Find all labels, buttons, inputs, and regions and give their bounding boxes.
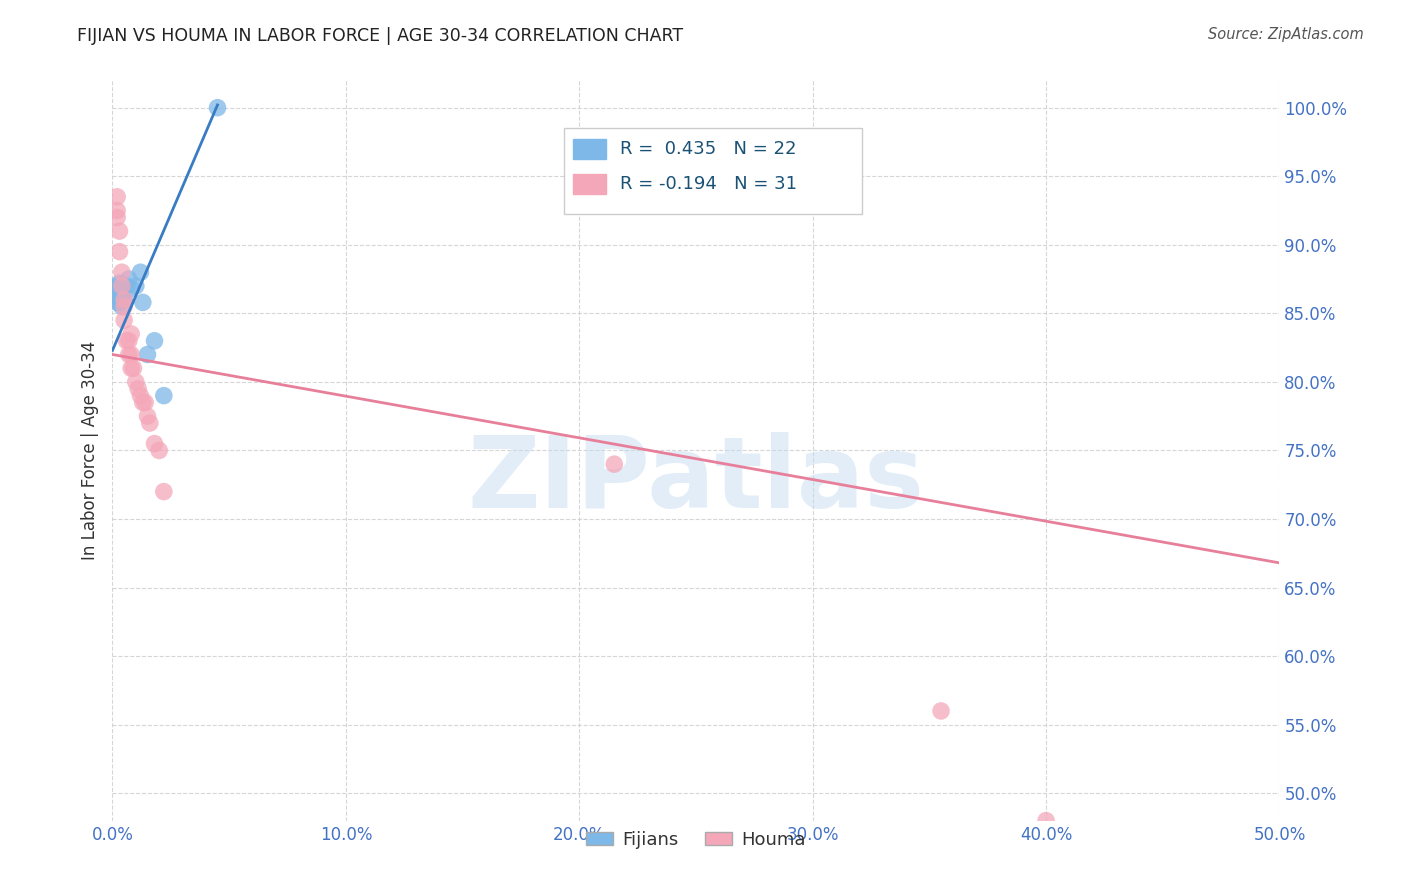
Point [153, 484, 176, 499]
Text: R =  0.435   N = 22: R = 0.435 N = 22 [620, 140, 797, 158]
Point [105, 295, 128, 310]
Point [111, 290, 134, 304]
Point [129, 265, 152, 279]
Point [120, 361, 142, 376]
Point [112, 293, 135, 307]
Point [112, 300, 135, 314]
Point [1035, 814, 1057, 828]
Point [122, 361, 145, 376]
Point [143, 436, 166, 450]
Point [111, 300, 134, 314]
Bar [574, 139, 606, 160]
Legend: Fijians, Houma: Fijians, Houma [579, 823, 813, 856]
Point [108, 282, 131, 296]
Point [929, 704, 952, 718]
Point [118, 347, 141, 361]
Point [112, 313, 135, 327]
Point [132, 395, 155, 409]
Point [104, 868, 127, 882]
Point [120, 326, 142, 341]
Point [132, 295, 155, 310]
Point [115, 334, 138, 348]
Y-axis label: In Labor Force | Age 30-34: In Labor Force | Age 30-34 [80, 341, 98, 560]
Point [104, 282, 127, 296]
Point [603, 457, 626, 471]
Point [108, 295, 131, 310]
Bar [574, 174, 606, 194]
Point [120, 347, 142, 361]
Point [153, 389, 176, 403]
Point [105, 290, 128, 304]
Point [111, 279, 134, 293]
Point [118, 334, 141, 348]
Text: FIJIAN VS HOUMA IN LABOR FORCE | AGE 30-34 CORRELATION CHART: FIJIAN VS HOUMA IN LABOR FORCE | AGE 30-… [77, 27, 683, 45]
Point [148, 443, 170, 458]
Point [125, 279, 148, 293]
Point [105, 203, 128, 218]
Point [129, 389, 152, 403]
Point [134, 395, 156, 409]
Point [108, 290, 131, 304]
Point [127, 382, 149, 396]
Point [105, 279, 128, 293]
Point [108, 224, 131, 238]
Point [143, 334, 166, 348]
Text: Source: ZipAtlas.com: Source: ZipAtlas.com [1208, 27, 1364, 42]
Point [120, 282, 142, 296]
Point [108, 244, 131, 259]
Point [118, 272, 141, 286]
Point [104, 290, 127, 304]
Point [112, 293, 135, 307]
Text: R = -0.194   N = 31: R = -0.194 N = 31 [620, 175, 797, 193]
Point [139, 416, 162, 430]
Point [105, 211, 128, 225]
Text: ZIPatlas: ZIPatlas [468, 432, 924, 529]
FancyBboxPatch shape [564, 128, 862, 213]
Point [111, 265, 134, 279]
Point [115, 279, 138, 293]
Point [207, 101, 229, 115]
Point [125, 375, 148, 389]
Point [105, 190, 128, 204]
Point [108, 276, 131, 290]
Point [136, 409, 159, 424]
Point [136, 347, 159, 361]
